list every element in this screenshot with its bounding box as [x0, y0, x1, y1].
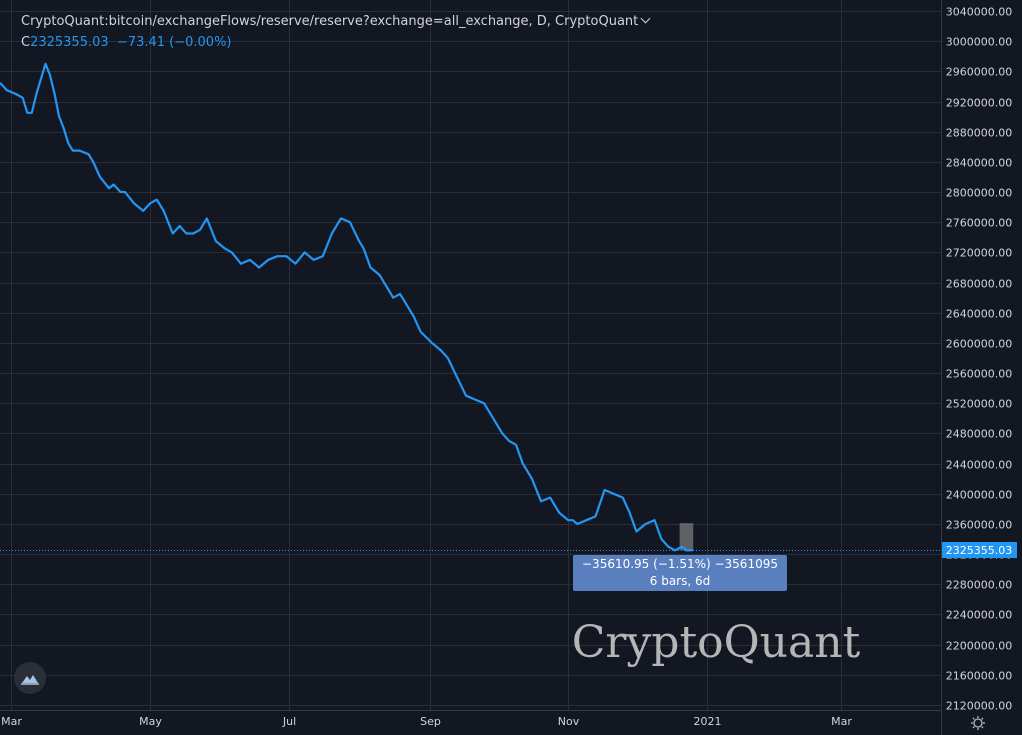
- y-tick-label: 2280000.00: [946, 579, 1012, 592]
- y-tick-label: 2520000.00: [946, 398, 1012, 411]
- y-tick-label: 3000000.00: [946, 36, 1012, 49]
- measure-box: [573, 555, 787, 591]
- series-line: [0, 62, 694, 552]
- y-tick-label: 2840000.00: [946, 157, 1012, 170]
- y-tick-label: 2600000.00: [946, 338, 1012, 351]
- price-tag-label: 2325355.03: [946, 544, 1012, 557]
- series-line-group: [0, 62, 694, 552]
- close-prefix: C: [21, 35, 31, 50]
- y-tick-label: 2960000.00: [946, 66, 1012, 79]
- y-tick-label: 2440000.00: [946, 459, 1012, 472]
- x-tick-label: Jul: [282, 715, 296, 728]
- ohlc-readout: C2325355.03 −73.41 (−0.00%): [21, 35, 232, 50]
- close-value: 2325355.03: [30, 35, 109, 50]
- measure-tooltip: −35610.95 (−1.51%) −3561095 6 bars, 6d: [573, 555, 787, 591]
- y-tick-label: 2880000.00: [946, 127, 1012, 140]
- y-tick-label: 2640000.00: [946, 308, 1012, 321]
- chart-title-text: CryptoQuant:bitcoin/exchangeFlows/reserv…: [21, 14, 639, 29]
- y-tick-label: 2720000.00: [946, 247, 1012, 260]
- y-tick-label: 2360000.00: [946, 519, 1012, 532]
- measure-range: [679, 523, 694, 551]
- price-axis[interactable]: 3040000.00 3000000.00 2960000.00 2920000.00…: [946, 6, 1012, 713]
- measure-line1: −35610.95 (−1.51%) −3561095: [582, 557, 778, 571]
- x-tick-label: Mar: [1, 715, 22, 728]
- y-tick-label: 2680000.00: [946, 278, 1012, 291]
- y-tick-label: 2200000.00: [946, 640, 1012, 653]
- y-tick-label: 2240000.00: [946, 609, 1012, 622]
- x-tick-label: 2021: [694, 715, 722, 728]
- gear-icon[interactable]: [970, 715, 986, 731]
- y-tick-label: 3040000.00: [946, 6, 1012, 19]
- x-tick-label: Sep: [420, 715, 441, 728]
- price-tag: 2325355.03: [942, 542, 1017, 558]
- measure-rect: [679, 523, 694, 551]
- tradingview-cloud-icon[interactable]: [14, 662, 46, 694]
- grid: [0, 0, 941, 710]
- time-axis[interactable]: Mar May Jul Sep Nov 2021 Mar: [1, 715, 852, 728]
- close-change: −73.41 (−0.00%): [116, 35, 232, 50]
- x-tick-label: May: [139, 715, 162, 728]
- y-tick-label: 2760000.00: [946, 217, 1012, 230]
- y-tick-label: 2920000.00: [946, 97, 1012, 110]
- chevron-down-icon[interactable]: [640, 13, 651, 24]
- x-tick-label: Nov: [558, 715, 580, 728]
- chart-title[interactable]: CryptoQuant:bitcoin/exchangeFlows/reserv…: [21, 13, 651, 29]
- measure-line2: 6 bars, 6d: [650, 574, 711, 588]
- y-tick-label: 2560000.00: [946, 368, 1012, 381]
- price-tag-box: [942, 542, 1017, 558]
- y-tick-label: 2480000.00: [946, 428, 1012, 441]
- x-tick-label: Mar: [831, 715, 852, 728]
- y-tick-label: 2800000.00: [946, 187, 1012, 200]
- y-tick-label: 2120000.00: [946, 700, 1012, 713]
- y-tick-label: 2400000.00: [946, 489, 1012, 502]
- watermark: CryptoQuant: [572, 617, 861, 668]
- y-tick-label: 2160000.00: [946, 670, 1012, 683]
